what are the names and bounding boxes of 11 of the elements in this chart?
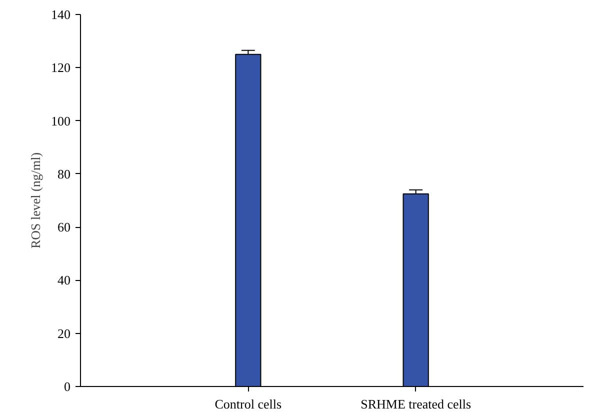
y-tick-label: 120 (51, 60, 70, 76)
y-axis-title: ROS level (ng/ml) (28, 152, 43, 249)
y-tick-label: 20 (58, 326, 70, 341)
x-tick-label: Control cells (214, 396, 282, 412)
y-tick-label: 0 (64, 379, 70, 394)
y-tick-label: 80 (58, 166, 70, 182)
y-tick-label: 100 (51, 113, 70, 128)
x-tick-label: SRHME treated cells (360, 396, 472, 412)
y-tick-label: 140 (51, 7, 70, 22)
y-tick-label: 40 (58, 272, 70, 288)
y-tick-label: 60 (58, 220, 70, 235)
